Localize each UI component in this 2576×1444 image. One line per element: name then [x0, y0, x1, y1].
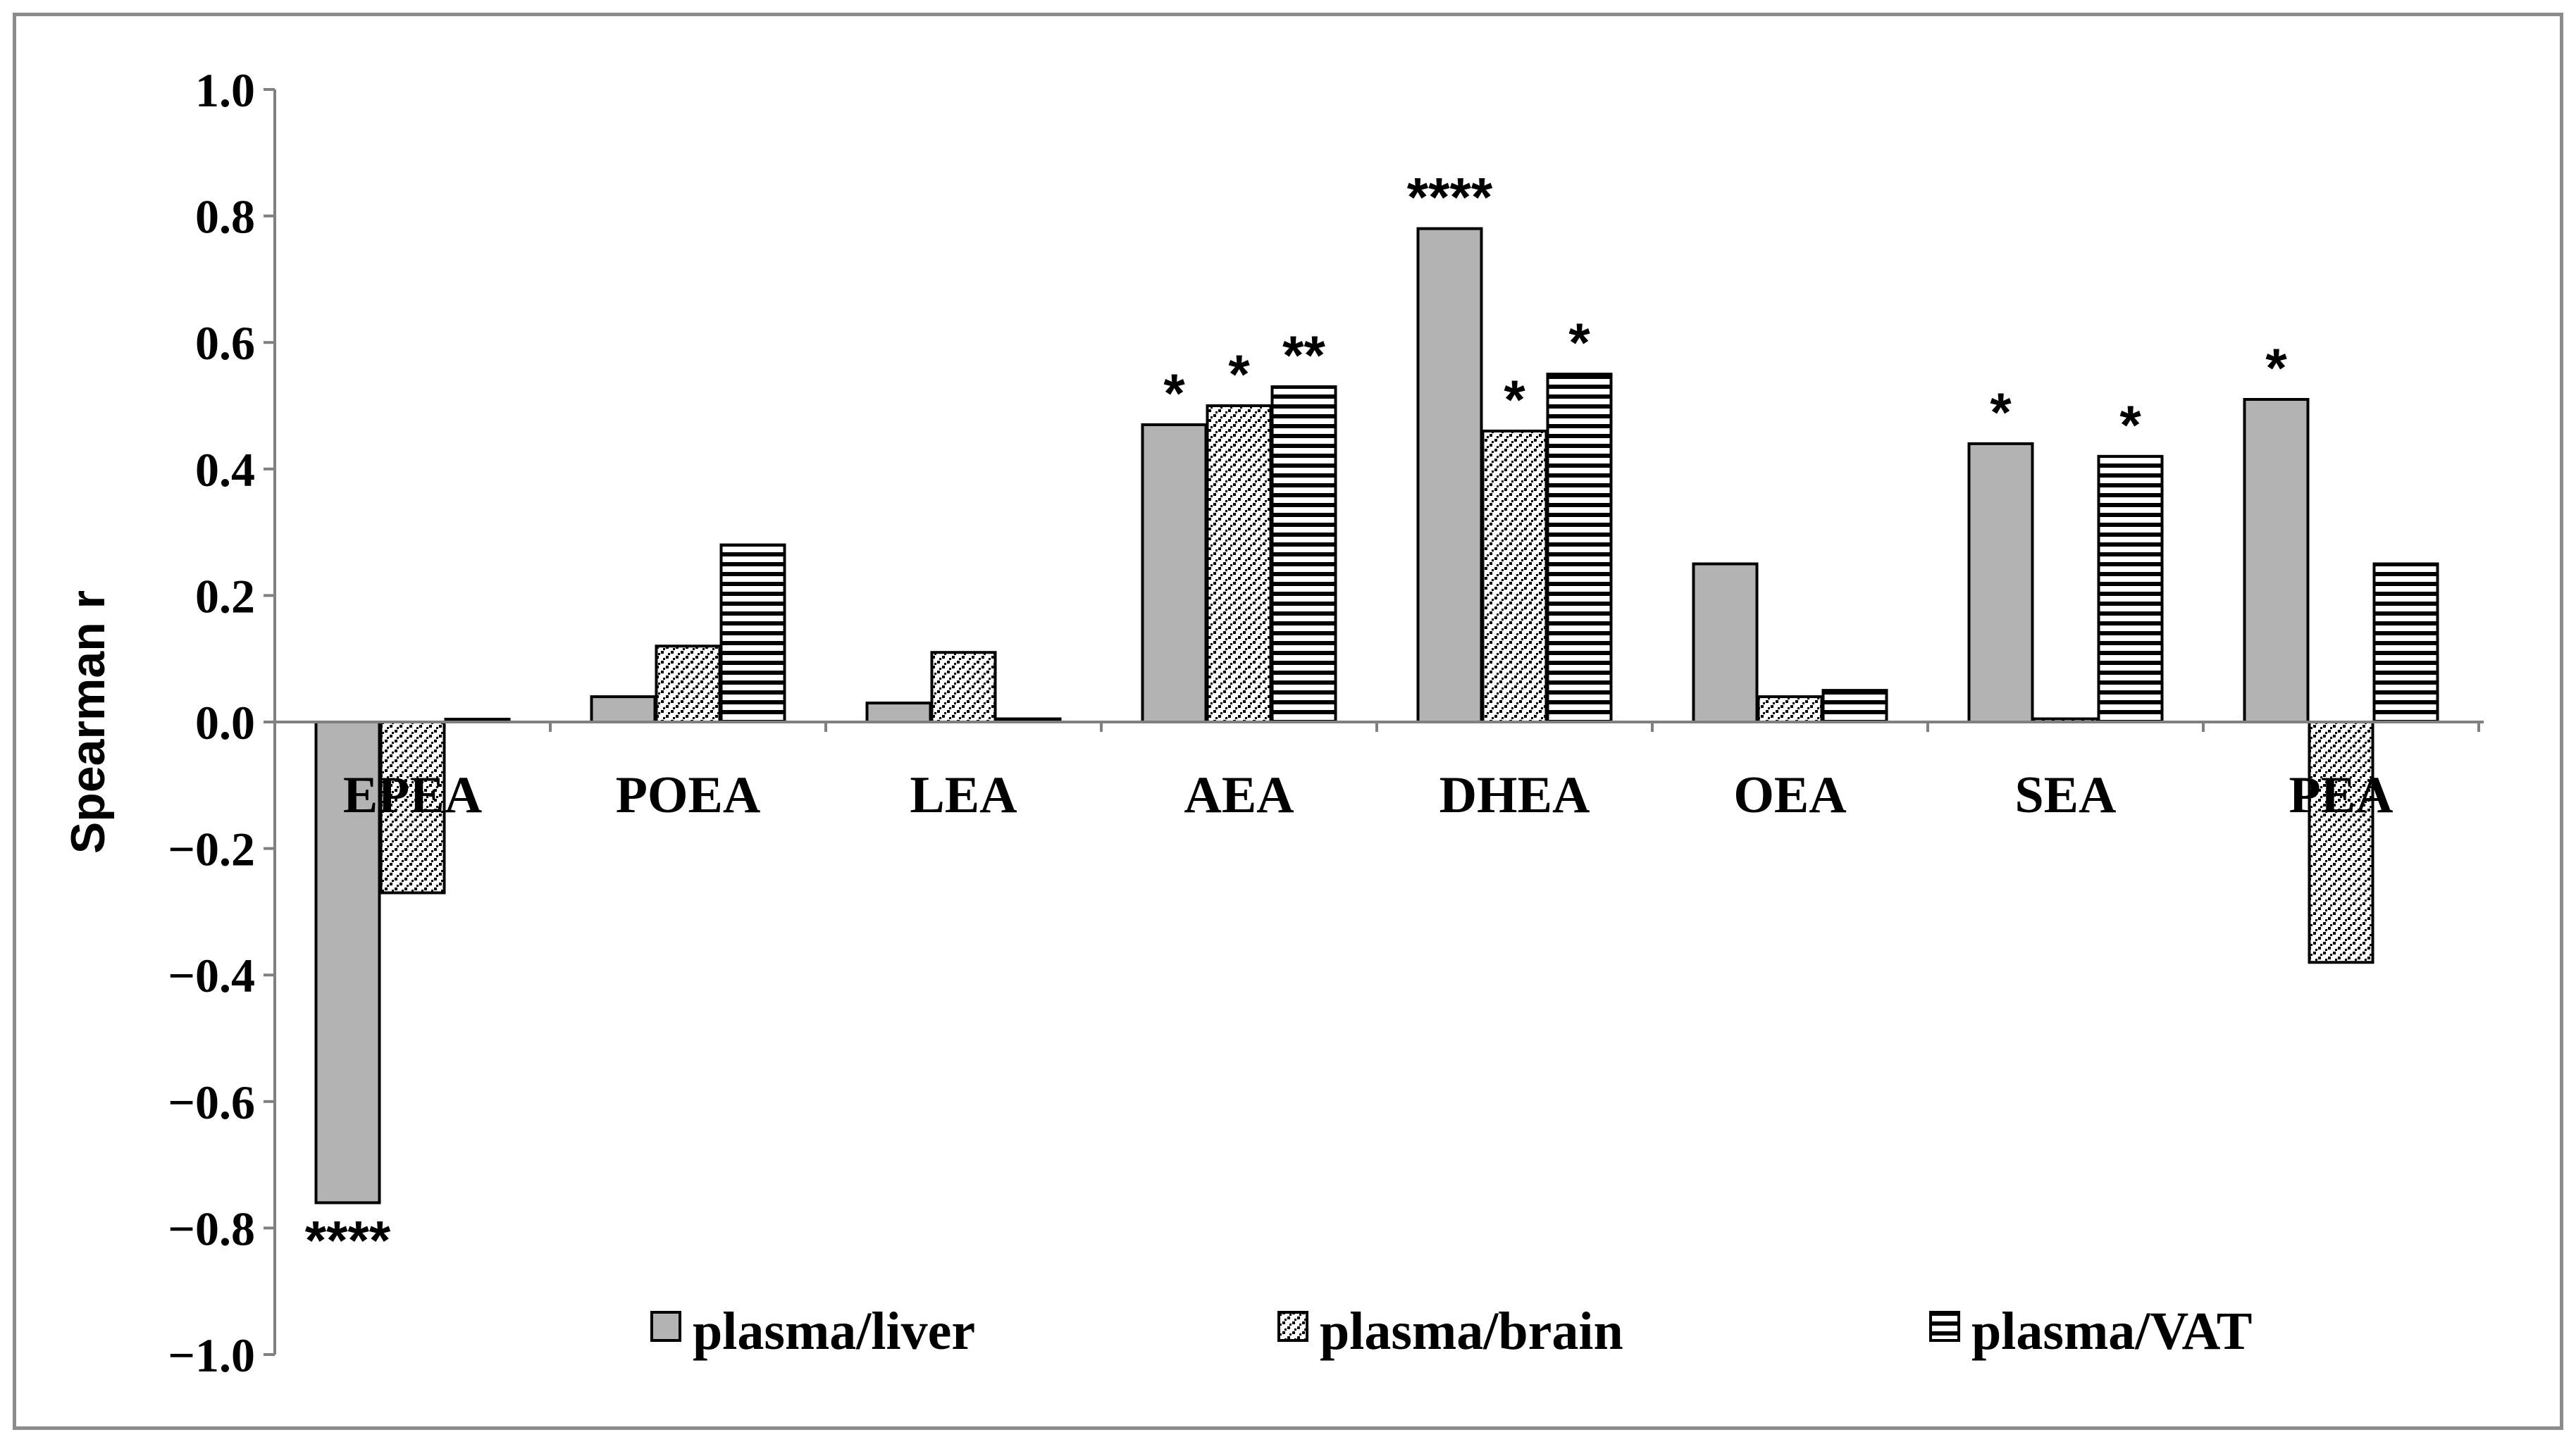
- significance-label: ****: [1407, 166, 1493, 228]
- y-tick-label: −0.8: [168, 1202, 255, 1255]
- x-tick-label: EPEA: [343, 766, 482, 824]
- significance-label: **: [1282, 324, 1325, 386]
- legend-swatch-plasma-brain: [1277, 1311, 1308, 1342]
- labels-layer: ****EPEA POEA LEA* * **AEA******DHEA OEA* *SEA…: [61, 63, 2394, 1382]
- significance-label: *: [1568, 311, 1590, 373]
- y-tick-label: 0.4: [195, 443, 255, 497]
- y-axis-label: Spearman r: [61, 590, 115, 854]
- y-tick-label: −0.2: [168, 823, 255, 876]
- bar-sea-plasma-vat: [2097, 454, 2164, 724]
- bar-dhea-plasma-brain: [1481, 429, 1548, 723]
- legend-label: plasma/VAT: [1971, 1302, 2252, 1361]
- y-tick-label: 0.8: [195, 190, 255, 244]
- x-tick-label: POEA: [616, 766, 761, 824]
- y-tick-label: 0.2: [195, 569, 255, 623]
- bar-pea-plasma-brain: [2308, 721, 2374, 964]
- significance-label: *: [1504, 368, 1525, 430]
- x-tick-label: LEA: [910, 766, 1017, 824]
- bar-lea-plasma-brain: [930, 651, 997, 723]
- bar-epea-plasma-liver: [314, 721, 381, 1205]
- bar-aea-plasma-vat: [1270, 385, 1337, 723]
- significance-label: *: [1990, 381, 2012, 443]
- bar-dhea-plasma-liver: [1416, 227, 1483, 723]
- bar-aea-plasma-liver: [1141, 423, 1208, 723]
- y-tick-label: −0.4: [168, 949, 255, 1002]
- bar-aea-plasma-brain: [1206, 404, 1272, 723]
- axes-layer: [264, 88, 2484, 1356]
- bar-poea-plasma-brain: [655, 645, 722, 723]
- significance-label: *: [2119, 394, 2141, 456]
- legend-label: plasma/brain: [1320, 1302, 1623, 1361]
- bar-sea-plasma-liver: [1967, 442, 2034, 723]
- significance-label: *: [1228, 343, 1250, 405]
- bar-pea-plasma-liver: [2243, 398, 2310, 724]
- y-tick-label: 0.0: [195, 696, 255, 749]
- x-tick-label: DHEA: [1439, 766, 1590, 824]
- y-tick-label: 0.6: [195, 316, 255, 370]
- bar-pea-plasma-vat: [2372, 562, 2439, 723]
- legend-swatch-plasma-liver: [650, 1311, 681, 1342]
- x-tick-label: SEA: [2015, 766, 2117, 824]
- legend-swatch-plasma-vat: [1929, 1311, 1960, 1342]
- y-tick-label: −1.0: [168, 1328, 255, 1382]
- y-tick-label: −0.6: [168, 1076, 255, 1129]
- x-tick-label: OEA: [1733, 766, 1846, 824]
- bar-oea-plasma-liver: [1692, 562, 1759, 723]
- x-tick-label: PEA: [2289, 766, 2394, 824]
- bar-lea-plasma-liver: [865, 702, 932, 723]
- bar-poea-plasma-liver: [590, 695, 657, 724]
- bar-oea-plasma-brain: [1757, 695, 1823, 724]
- legend: plasma/liver plasma/brain plasma/VAT: [650, 1302, 2252, 1361]
- bar-poea-plasma-vat: [719, 543, 786, 723]
- bars-layer: [314, 227, 2439, 1205]
- x-tick-label: AEA: [1184, 766, 1294, 824]
- significance-label: *: [2265, 337, 2287, 399]
- y-tick-label: 1.0: [195, 63, 255, 117]
- bar-oea-plasma-vat: [1821, 689, 1888, 723]
- legend-label: plasma/liver: [693, 1302, 975, 1361]
- significance-label: *: [1163, 362, 1185, 424]
- significance-label: ****: [305, 1209, 391, 1271]
- bar-dhea-plasma-vat: [1546, 373, 1613, 723]
